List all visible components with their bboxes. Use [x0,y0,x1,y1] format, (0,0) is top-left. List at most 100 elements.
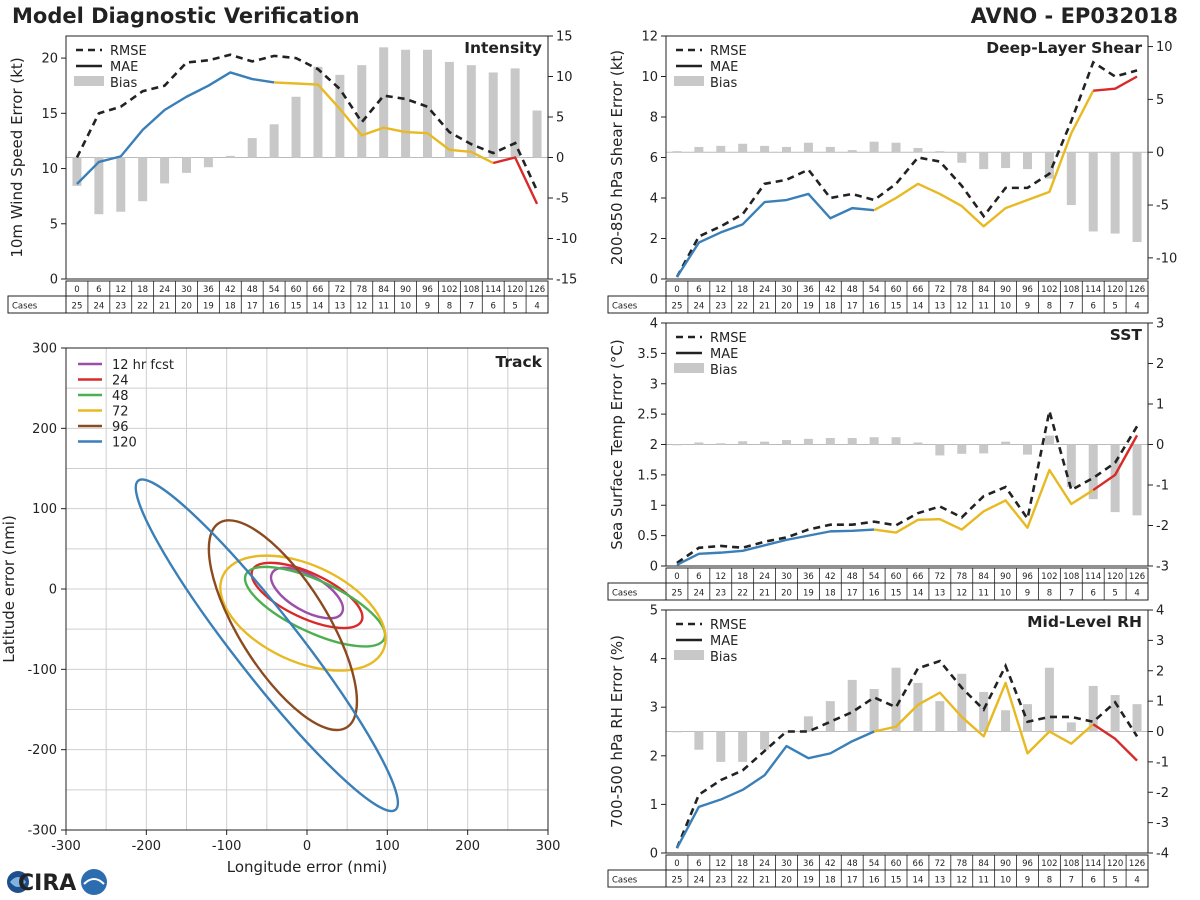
case-count: 20 [181,302,192,312]
forecast-hour: 108 [1063,572,1079,582]
case-count: 25 [672,302,683,312]
mae-line-late [492,156,539,205]
y-axis-label: 700-500 hPa RH Error (%) [608,635,626,828]
bias-bar [1001,152,1011,169]
case-count: 11 [978,876,989,886]
case-count: 20 [781,589,792,599]
case-count: 25 [672,589,683,599]
y2-tick-label: 1 [1156,695,1164,710]
forecast-hour: 18 [737,285,748,295]
bias-bar [957,152,967,163]
forecast-hour: 60 [291,285,302,295]
legend-label: 48 [112,389,129,404]
legend-bias-swatch [74,76,104,86]
y2-tick-label: 5 [1156,93,1164,108]
forecast-hour: 126 [1129,859,1145,869]
page-title: Model Diagnostic Verification [12,4,360,28]
legend-label: 120 [112,436,137,451]
forecast-hour: 18 [137,285,148,295]
forecast-hour: 54 [869,859,880,869]
case-count: 23 [115,302,126,312]
bias-bar [1066,152,1076,206]
forecast-hour: 114 [1085,572,1101,582]
rmse-line [75,53,539,192]
chart-title: Mid-Level RH [1027,613,1142,631]
y-tick-label: 0 [650,847,658,862]
legend-label: 12 hr fcst [112,358,174,373]
legend-mae-label: MAE [710,634,738,649]
case-count: 11 [978,589,989,599]
case-count: 5 [1112,876,1117,886]
y-tick-label: 3 [650,701,658,716]
forecast-hour: 60 [891,572,902,582]
bias-bar [782,440,791,445]
forecast-hour: 54 [869,572,880,582]
forecast-hour: 90 [1000,572,1011,582]
y2-tick-label: -2 [1156,519,1169,534]
case-count: 23 [715,302,726,312]
legend-mae-label: MAE [110,60,138,75]
forecast-hour: 90 [1000,285,1011,295]
forecast-hour: 102 [1041,572,1057,582]
track-ellipse-96 [207,519,359,732]
x-tick-label: -100 [212,839,242,854]
x-tick-label: -200 [132,839,162,854]
y2-tick-label: 4 [1156,604,1164,619]
y2-tick-label: 5 [556,111,564,126]
forecast-hour: 54 [869,285,880,295]
y2-tick-label: -2 [1156,786,1169,801]
bias-bar [803,438,813,445]
forecast-hour: 24 [159,285,170,295]
case-count: 13 [334,302,345,312]
y-tick-label: 4 [650,652,658,667]
y-axis-label: 10m Wind Speed Error (kt) [8,57,26,257]
case-count: 23 [715,876,726,886]
cases-row [607,295,1149,314]
forecast-hour: 24 [759,859,770,869]
y-tick-label: 5 [50,217,58,232]
y2-tick-label: -10 [556,232,577,247]
x-tick-label: 100 [375,839,400,854]
legend-bias-label: Bias [710,363,737,378]
forecast-hour: 0 [674,572,679,582]
chart-title: Intensity [464,39,542,57]
case-count: 11 [978,302,989,312]
case-count: 14 [913,302,924,312]
chart-title: SST [1110,326,1143,344]
y-tick-label: 0 [650,273,658,288]
bias-bar [716,145,726,153]
legend-label: 72 [112,405,129,420]
y-tick-label: 5 [650,604,658,619]
chart-track: -300-300 -200 -200 -100 -100 0 0 100 100 200 200 30… [0,342,560,877]
cases-table: Cases02562412231822242130203619421848175… [7,280,549,314]
bias-bar [203,157,213,168]
forecast-hour: 36 [803,859,814,869]
case-count: 24 [693,302,704,312]
bias-bar [935,151,945,153]
forecast-hour: 36 [803,285,814,295]
y2-tick-label: -1 [1156,479,1169,494]
case-count: 15 [891,302,902,312]
case-count: 21 [759,302,770,312]
case-count: 16 [269,302,280,312]
model-storm-id: AVNO - EP032018 [970,4,1178,28]
bias-bar [869,437,879,445]
cases-label: Cases [612,302,638,312]
case-count: 9 [425,302,430,312]
forecast-hour: 120 [1107,285,1123,295]
y2-tick-label: -5 [1156,199,1169,214]
forecast-hour: 48 [247,285,258,295]
forecast-hour: 96 [1022,859,1033,869]
y2-tick-label: -10 [1156,251,1177,266]
forecast-hour: 108 [463,285,479,295]
forecast-hour: 66 [313,285,324,295]
bias-bar [803,716,813,732]
cases-row [7,295,549,314]
bias-bar [1132,152,1142,243]
bias-bar [891,437,901,445]
case-count: 21 [759,589,770,599]
case-count: 24 [693,876,704,886]
bias-bar [891,667,901,732]
